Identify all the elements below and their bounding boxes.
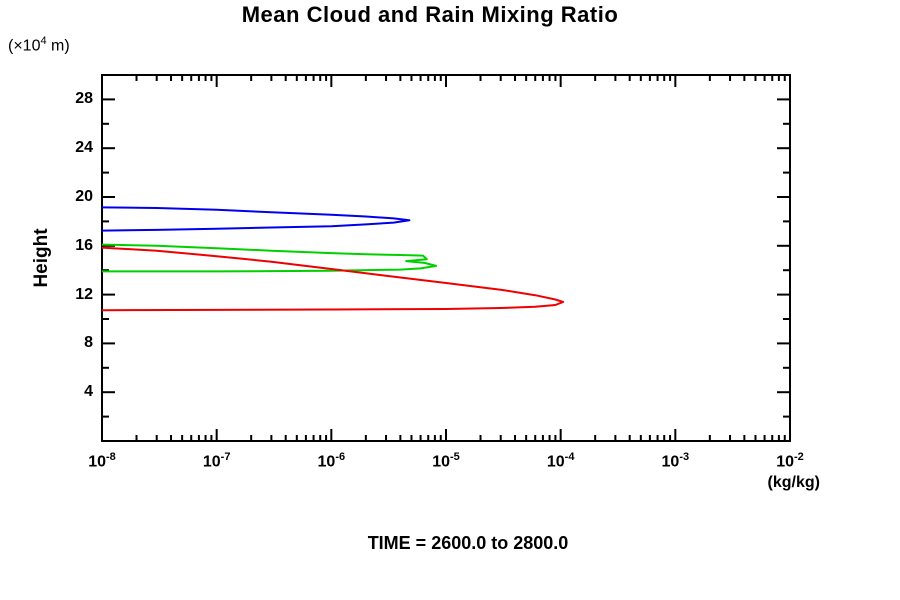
x-tick-base: 10	[546, 453, 565, 471]
x-tick-label: 10-6	[299, 448, 363, 471]
y-axis-units-label: (×104 m)	[8, 35, 70, 55]
curve-blue-profile	[101, 206, 411, 232]
curve-red-profile	[101, 246, 565, 312]
x-tick-exponent: -5	[450, 451, 460, 463]
y-tick-label: 16	[75, 236, 93, 254]
x-tick-label: 10-2	[758, 448, 822, 471]
y-tick-label: 8	[84, 334, 93, 352]
y-units-suffix: m)	[46, 37, 70, 55]
x-tick-label: 10-8	[70, 448, 134, 471]
x-tick-base: 10	[776, 453, 794, 471]
x-tick-exponent: -7	[220, 451, 231, 463]
plot-border	[101, 74, 791, 442]
y-axis-title: Height	[31, 228, 52, 288]
x-tick-exponent: -6	[335, 451, 346, 463]
y-tick-label: 20	[75, 188, 93, 205]
y-tick-label: 28	[75, 90, 93, 108]
x-tick-base: 10	[432, 453, 450, 471]
x-tick-base: 10	[88, 453, 106, 471]
x-tick-label: 10-4	[529, 448, 593, 471]
x-tick-base: 10	[202, 453, 221, 471]
x-tick-label: 10-5	[414, 448, 478, 471]
y-tick-label: 4	[84, 383, 93, 401]
chart-title: Mean Cloud and Rain Mixing Ratio	[241, 2, 619, 27]
x-tick-exponent: -8	[106, 451, 116, 463]
x-tick-exponent: -2	[794, 451, 804, 463]
y-units-exponent: 4	[40, 35, 47, 47]
x-tick-exponent: -4	[564, 451, 575, 463]
time-caption: TIME = 2600.0 to 2800.0	[367, 533, 569, 553]
curve-green-profile	[101, 243, 438, 273]
x-tick-base: 10	[317, 453, 336, 471]
y-units-prefix: (×10	[8, 37, 41, 55]
x-tick-label: 10-7	[185, 448, 249, 471]
x-tick-base: 10	[661, 453, 680, 471]
x-axis-units-label: (kg/kg)	[767, 474, 820, 491]
x-tick-label: 10-3	[643, 448, 707, 471]
y-tick-label: 12	[75, 285, 93, 303]
x-tick-exponent: -3	[679, 451, 690, 463]
y-tick-label: 24	[75, 139, 93, 157]
